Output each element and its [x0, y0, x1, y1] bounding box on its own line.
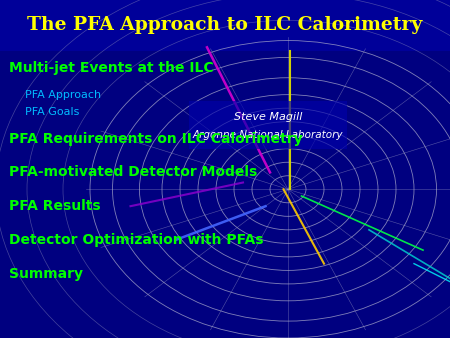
Text: PFA Approach: PFA Approach: [25, 90, 101, 100]
Bar: [189, 101, 346, 149]
Text: PFA Goals: PFA Goals: [25, 106, 79, 117]
Text: Steve Magill: Steve Magill: [234, 112, 302, 122]
Text: Detector Optimization with PFAs: Detector Optimization with PFAs: [9, 233, 264, 247]
Text: PFA Requirements on ILC Calorimetry: PFA Requirements on ILC Calorimetry: [9, 131, 302, 146]
Text: The PFA Approach to ILC Calorimetry: The PFA Approach to ILC Calorimetry: [27, 16, 423, 34]
Text: Multi-jet Events at the ILC: Multi-jet Events at the ILC: [9, 61, 214, 75]
Text: PFA Results: PFA Results: [9, 199, 101, 213]
Bar: [0, 0, 450, 51]
Text: Argonne National Laboratory: Argonne National Laboratory: [193, 130, 343, 141]
Text: PFA-motivated Detector Models: PFA-motivated Detector Models: [9, 165, 257, 179]
Text: Summary: Summary: [9, 267, 83, 281]
